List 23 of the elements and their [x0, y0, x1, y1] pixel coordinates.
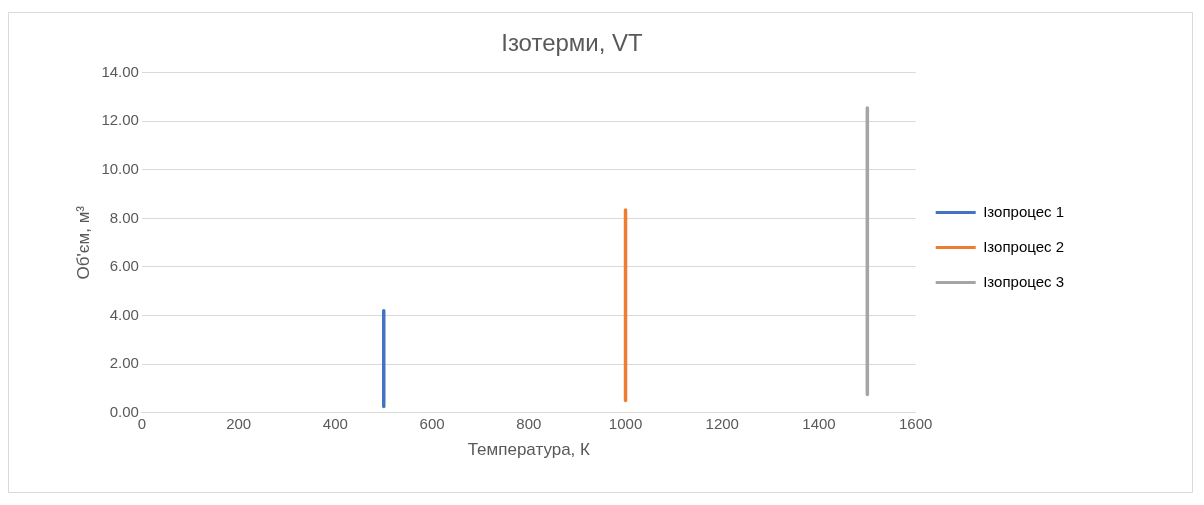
y-tick-label: 14.00	[101, 62, 139, 80]
chart-title: Ізотерми, VT	[501, 29, 644, 57]
legend-label: Ізопроцес 3	[983, 272, 1065, 290]
x-tick-label: 1200	[705, 414, 739, 432]
legend-label: Ізопроцес 2	[983, 237, 1065, 255]
y-tick-label: 8.00	[109, 208, 139, 226]
y-tick-label: 4.00	[109, 305, 139, 323]
x-tick-label: 600	[419, 414, 445, 432]
x-tick-label: 0	[137, 414, 147, 432]
y-tick-label: 10.00	[101, 160, 139, 178]
x-tick-label: 400	[322, 414, 348, 432]
y-tick-label: 0.00	[109, 402, 139, 420]
y-tick-label: 6.00	[109, 257, 139, 275]
x-tick-label: 200	[226, 414, 252, 432]
x-tick-label: 1000	[608, 414, 643, 432]
y-axis-title: Об'єм, м³	[73, 205, 93, 280]
x-tick-label: 1600	[899, 414, 933, 432]
x-tick-label: 800	[516, 414, 542, 432]
y-tick-label: 2.00	[109, 354, 139, 372]
x-tick-label: 1400	[802, 414, 836, 432]
legend-label: Ізопроцес 1	[983, 202, 1065, 220]
y-tick-label: 12.00	[101, 111, 139, 129]
x-axis-title: Температура, К	[467, 440, 591, 460]
